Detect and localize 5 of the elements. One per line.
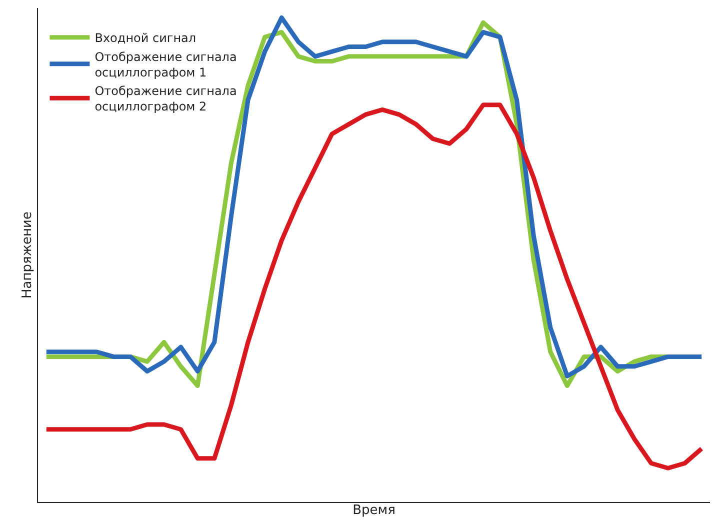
x-axis-title: Время bbox=[352, 503, 396, 518]
y-axis-title: Напряжение bbox=[20, 212, 35, 298]
legend-label: Входной сигнал bbox=[94, 31, 196, 45]
legend-label: Отображение сигнала осциллографом 1 bbox=[94, 50, 237, 80]
legend-label: Отображение сигнала осциллографом 2 bbox=[94, 84, 237, 114]
